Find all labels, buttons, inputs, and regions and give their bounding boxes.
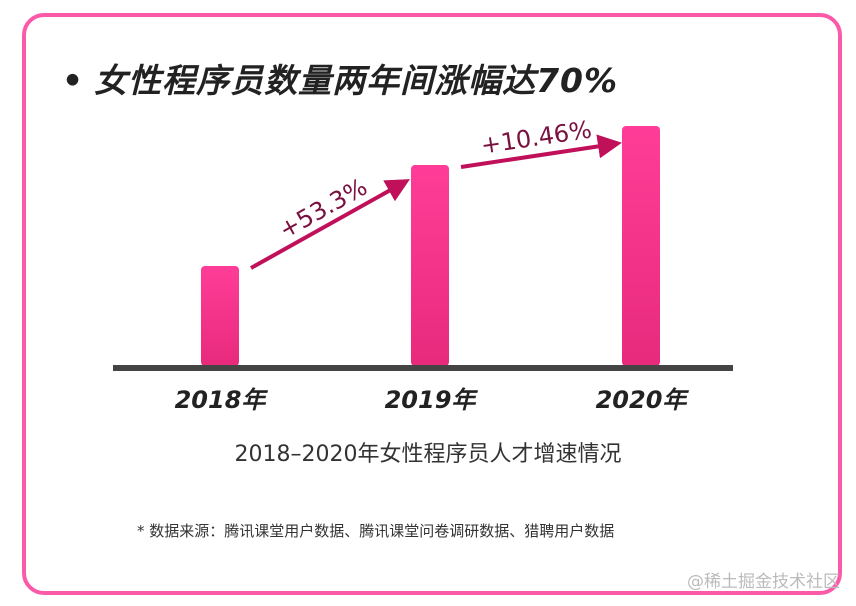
growth-arrow (460, 134, 622, 169)
x-axis-label: 2018–2020年女性程序员人才增速情况 (234, 442, 622, 467)
data-source: * 数据来源：腾讯课堂用户数据、腾讯课堂问卷调研数据、猎聘用户数据 (137, 522, 615, 540)
x-tick-label: 2018年 (175, 386, 269, 414)
bar-2019年 (411, 165, 449, 366)
x-tick-label: 2019年 (385, 386, 479, 414)
bar-2020年 (622, 126, 660, 366)
x-axis-line (113, 365, 733, 371)
growth-arrow (250, 179, 410, 270)
chart-title: • 女性程序员数量两年间涨幅达70% (62, 54, 618, 102)
growth-label: +10.46% (479, 115, 594, 159)
title-text: 女性程序员数量两年间涨幅达70% (94, 61, 619, 100)
watermark: @稀土掘金技术社区 (687, 572, 840, 592)
x-tick-label: 2020年 (596, 386, 690, 414)
bullet: • (62, 61, 85, 100)
bar-2018年 (201, 266, 239, 366)
